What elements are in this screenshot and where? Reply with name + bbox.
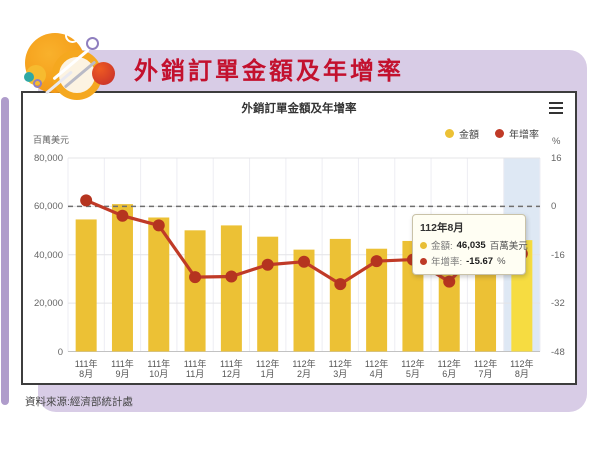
y-axis-left-tick: 40,000 bbox=[33, 249, 63, 261]
hamburger-menu-button[interactable] bbox=[549, 102, 563, 114]
hover-tooltip: 112年8月 金額: 46,035 百萬美元 年增率: -15.67 % bbox=[412, 214, 528, 275]
legend: 金額 年增率 bbox=[445, 126, 539, 141]
growth-rate-point-5[interactable] bbox=[261, 258, 274, 271]
x-axis-category-label: 112年 5月 bbox=[401, 358, 425, 380]
amount-bar-0[interactable] bbox=[75, 219, 97, 352]
tooltip-rate-row: 年增率: -15.67 % bbox=[420, 254, 518, 268]
tooltip-unit: 百萬美元 bbox=[489, 241, 528, 252]
hamburger-bar bbox=[549, 112, 563, 114]
y-axis-right-title: % bbox=[552, 136, 561, 147]
x-axis-category-label: 112年 1月 bbox=[256, 358, 280, 380]
y-axis-right-tick: 16 bbox=[551, 153, 562, 164]
amount-legend-dot-icon bbox=[445, 129, 454, 138]
x-axis-category-label: 112年 8月 bbox=[510, 358, 534, 380]
tooltip-label: 金額: bbox=[431, 241, 453, 252]
amount-bar-1[interactable] bbox=[111, 204, 133, 352]
y-axis-left-title: 百萬美元 bbox=[33, 135, 70, 145]
amount-bar-7[interactable] bbox=[329, 238, 351, 352]
growth-rate-point-8[interactable] bbox=[370, 255, 383, 268]
x-axis-category-label: 112年 4月 bbox=[364, 358, 389, 380]
tooltip-amount-row: 金額: 46,035 百萬美元 bbox=[420, 238, 528, 252]
growth-rate-point-7[interactable] bbox=[334, 278, 347, 291]
white-outline-circle-icon bbox=[65, 28, 80, 43]
left-accent-stripe bbox=[1, 97, 9, 405]
tooltip-label: 年增率: bbox=[431, 257, 463, 268]
red-circle-icon bbox=[92, 62, 115, 85]
x-axis-category-label: 111年 8月 bbox=[74, 358, 98, 380]
legend-item-growth-rate[interactable]: 年增率 bbox=[495, 126, 539, 141]
data-source-note: 資料來源:經濟部統計處 bbox=[25, 396, 133, 408]
tooltip-value: -15.67 bbox=[466, 255, 494, 267]
rate-bullet-icon bbox=[420, 257, 427, 265]
legend-label: 金額 bbox=[459, 130, 479, 141]
x-axis-category-label: 112年 2月 bbox=[292, 358, 316, 380]
x-axis-category-label: 111年 9月 bbox=[111, 358, 134, 380]
y-axis-right-tick: -48 bbox=[551, 346, 565, 358]
chart-title: 外銷訂單金額及年增率 bbox=[241, 103, 357, 115]
amount-bar-2[interactable] bbox=[148, 217, 170, 352]
teal-circle-icon bbox=[24, 72, 34, 82]
growth-rate-point-1[interactable] bbox=[116, 209, 129, 222]
page-title: 外銷訂單金額及年增率 bbox=[134, 58, 404, 85]
rate-legend-dot-icon bbox=[495, 129, 504, 138]
legend-item-amount[interactable]: 金額 bbox=[445, 126, 479, 141]
tooltip-value: 46,035 bbox=[456, 239, 486, 251]
y-axis-left-tick: 20,000 bbox=[33, 298, 63, 310]
x-axis-category-label: 112年 6月 bbox=[437, 358, 461, 380]
x-axis-category-label: 112年 3月 bbox=[328, 358, 352, 380]
growth-rate-point-2[interactable] bbox=[152, 219, 165, 232]
tooltip-title: 112年8月 bbox=[420, 222, 464, 234]
y-axis-right-tick: -32 bbox=[551, 298, 565, 310]
amount-bar-6[interactable] bbox=[293, 249, 315, 352]
x-axis-category-label: 111年 11月 bbox=[183, 358, 207, 380]
growth-rate-point-6[interactable] bbox=[298, 255, 310, 268]
amount-bar-5[interactable] bbox=[257, 236, 279, 352]
x-axis-category-label: 111年 10月 bbox=[147, 358, 171, 380]
decorative-circles-logo bbox=[20, 25, 125, 100]
legend-label: 年增率 bbox=[509, 130, 539, 141]
y-axis-left-tick: 80,000 bbox=[33, 153, 63, 164]
growth-rate-point-4[interactable] bbox=[225, 270, 238, 283]
x-axis-category-label: 112年 7月 bbox=[473, 358, 498, 380]
amount-bullet-icon bbox=[420, 241, 427, 249]
purple-outline-circle-icon bbox=[86, 37, 99, 50]
y-axis-right-tick: -16 bbox=[551, 249, 565, 261]
y-axis-left-tick: 60,000 bbox=[33, 201, 63, 213]
hamburger-bar bbox=[549, 107, 563, 109]
amount-bar-4[interactable] bbox=[220, 225, 242, 352]
amount-bar-8[interactable] bbox=[366, 248, 388, 352]
growth-rate-point-10[interactable] bbox=[443, 275, 456, 288]
hamburger-bar bbox=[549, 102, 563, 104]
x-axis-category-label: 111年 12月 bbox=[220, 358, 243, 380]
growth-rate-point-3[interactable] bbox=[189, 271, 202, 284]
growth-rate-point-0[interactable] bbox=[80, 194, 93, 207]
amount-bar-3[interactable] bbox=[184, 230, 206, 352]
small-purple-outline-circle-icon bbox=[33, 79, 42, 88]
y-axis-left-tick: 0 bbox=[57, 346, 63, 358]
tooltip-unit: % bbox=[497, 255, 506, 267]
y-axis-right-tick: 0 bbox=[551, 201, 557, 213]
